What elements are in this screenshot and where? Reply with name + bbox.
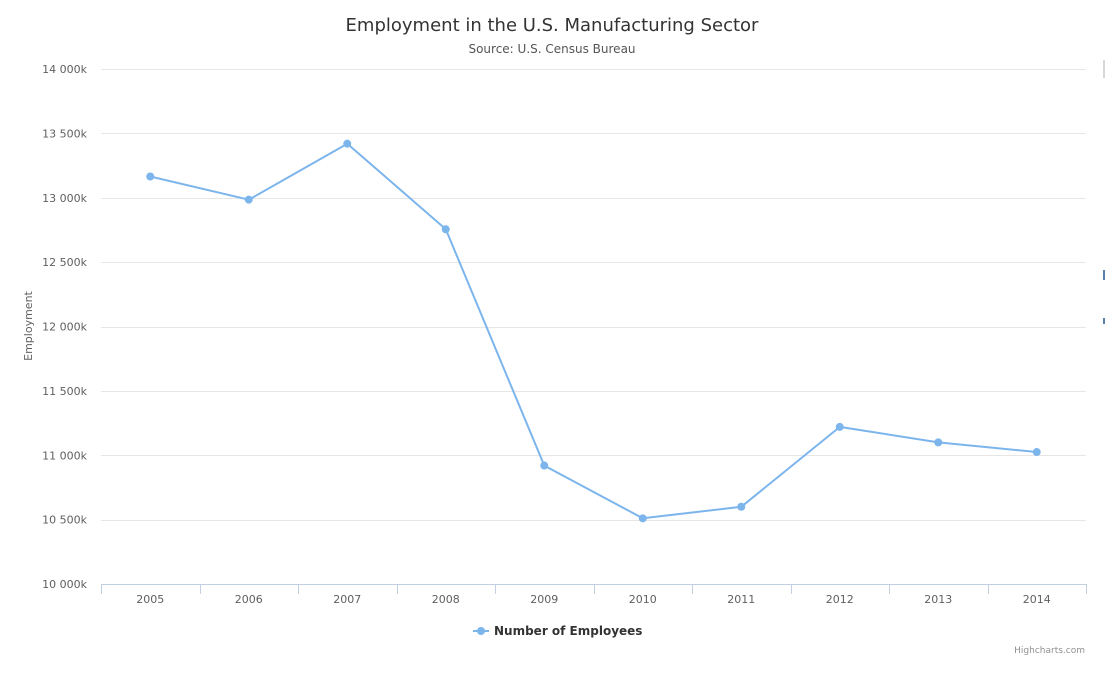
- x-tick-label: 2006: [235, 593, 263, 606]
- x-tick-label: 2010: [629, 593, 657, 606]
- x-tick-label: 2008: [432, 593, 460, 606]
- y-tick-label: 12 500k: [42, 256, 87, 269]
- y-tick-label: 12 000k: [42, 321, 87, 334]
- legend-item-label[interactable]: Number of Employees: [494, 624, 642, 638]
- x-tick-label: 2013: [924, 593, 952, 606]
- x-tick-label: 2011: [727, 593, 755, 606]
- scroll-edge-mark: [1103, 318, 1105, 324]
- x-tick-label: 2012: [826, 593, 854, 606]
- y-tick-label: 13 000k: [42, 192, 87, 205]
- y-tick-label: 11 500k: [42, 385, 87, 398]
- data-point[interactable]: [1032, 448, 1041, 457]
- scroll-edge-mark: [1103, 60, 1105, 78]
- data-point[interactable]: [934, 438, 943, 447]
- legend[interactable]: Number of Employees: [473, 624, 642, 638]
- data-point[interactable]: [441, 225, 450, 234]
- data-point[interactable]: [737, 502, 746, 511]
- y-tick-label: 13 500k: [42, 127, 87, 140]
- series-line: [149, 142, 1038, 520]
- y-tick-label: 10 500k: [42, 514, 87, 527]
- x-tick-label: 2009: [530, 593, 558, 606]
- data-point[interactable]: [835, 422, 844, 431]
- legend-marker-symbol: [477, 627, 485, 635]
- data-point[interactable]: [146, 172, 155, 181]
- y-tick-label: 14 000k: [42, 63, 87, 76]
- x-tick-label: 2014: [1023, 593, 1051, 606]
- x-axis: 2005 2006 2007 2008 2009 2010 2011 2012 2013 2014: [101, 584, 1087, 606]
- data-point[interactable]: [540, 461, 549, 470]
- series-group: [146, 139, 1041, 523]
- x-tick-label: 2005: [136, 593, 164, 606]
- chart-title: Employment in the U.S. Manufacturing Sec…: [346, 15, 759, 36]
- credits-link[interactable]: Highcharts.com: [1014, 646, 1085, 656]
- data-point[interactable]: [343, 139, 352, 148]
- scroll-edge-mark: [1103, 270, 1105, 280]
- x-tick-label: 2007: [333, 593, 361, 606]
- y-axis-title: Employment: [22, 290, 35, 360]
- data-point[interactable]: [244, 195, 253, 204]
- grid-lines: [101, 69, 1086, 521]
- y-tick-label: 11 000k: [42, 449, 87, 462]
- y-tick-label: 10 000k: [42, 578, 87, 591]
- chart-subtitle: Source: U.S. Census Bureau: [468, 42, 635, 56]
- data-point[interactable]: [638, 514, 647, 523]
- y-axis: 10 000k 10 500k 11 000k 11 500k 12 000k 12 50…: [42, 63, 87, 591]
